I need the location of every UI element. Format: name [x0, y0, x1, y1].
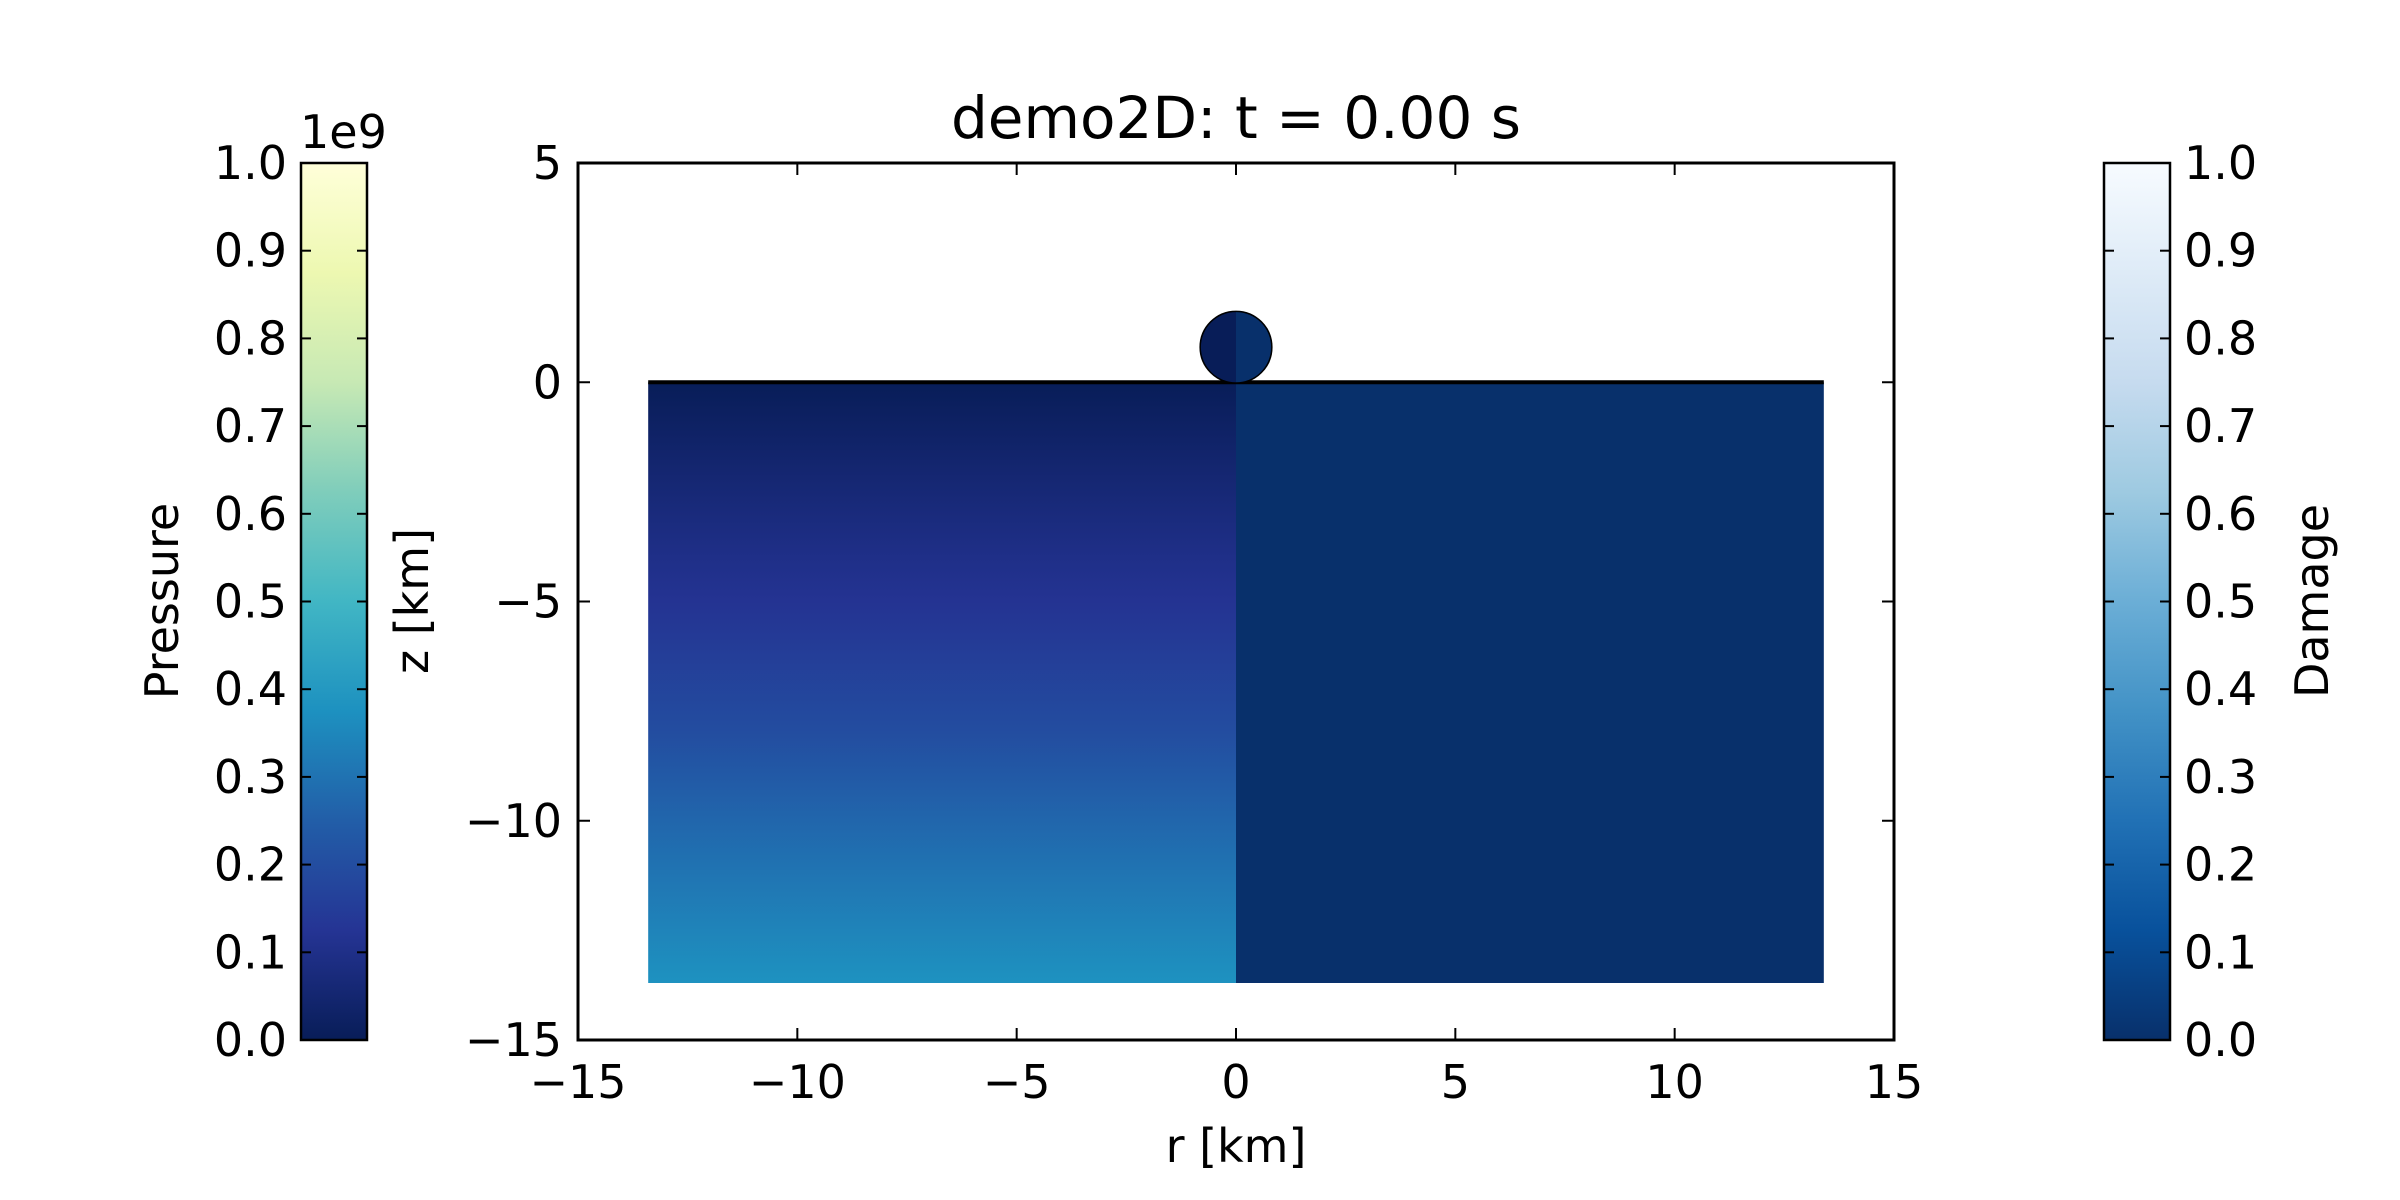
y-tick-label: −10: [465, 794, 562, 848]
pressure-colorbar-label: Pressure: [135, 503, 189, 699]
pressure-field: [648, 382, 1236, 983]
colorbar-tick-label: 0.7: [2184, 399, 2257, 453]
y-tick-label: −15: [465, 1013, 562, 1067]
colorbar-tick-label: 0.2: [214, 838, 287, 892]
colorbar-tick-label: 0.4: [214, 662, 287, 716]
damage-colorbar-gradient: [2104, 163, 2170, 1040]
colorbar-tick-label: 0.2: [2184, 838, 2257, 892]
x-axis-ticks: −15 −10 −5 0 5 10 15: [529, 163, 1923, 1109]
y-axis-ticks: −15 −10 −5 0 5: [465, 136, 1894, 1067]
colorbar-tick-label: 0.5: [2184, 575, 2257, 629]
pressure-colorbar-gradient: [301, 163, 367, 1040]
x-tick-label: 10: [1645, 1055, 1704, 1109]
y-tick-label: 5: [533, 136, 562, 190]
impactor-pressure-half: [1200, 312, 1236, 383]
x-tick-label: −5: [983, 1055, 1051, 1109]
damage-colorbar: 0.0 0.1 0.2 0.3 0.4 0.5 0.6 0.7 0.8 0.9 1.0 Damage: [2102, 136, 2339, 1067]
colorbar-tick-label: 0.7: [214, 399, 287, 453]
colorbar-tick-label: 0.9: [2184, 224, 2257, 278]
y-tick-label: 0: [533, 355, 562, 409]
x-tick-label: 15: [1865, 1055, 1924, 1109]
colorbar-tick-label: 1.0: [214, 136, 287, 190]
colorbar-tick-label: 0.4: [2184, 662, 2257, 716]
x-tick-label: −10: [749, 1055, 846, 1109]
colorbar-tick-label: 0.1: [2184, 925, 2257, 979]
colorbar-tick-label: 0.6: [2184, 487, 2257, 541]
colorbar-tick-label: 1.0: [2184, 136, 2257, 190]
x-tick-label: −15: [529, 1055, 626, 1109]
colorbar-tick-label: 0.8: [214, 311, 287, 365]
colorbar-tick-label: 0.9: [214, 224, 287, 278]
colorbar-tick-label: 0.1: [214, 925, 287, 979]
damage-colorbar-label: Damage: [2285, 504, 2339, 698]
x-tick-label: 0: [1221, 1055, 1250, 1109]
pressure-colorbar-ticks: 0.0 0.1 0.2 0.3 0.4 0.5 0.6 0.7 0.8 0.9 1.0: [214, 136, 367, 1067]
colorbar-tick-label: 0.8: [2184, 311, 2257, 365]
plot-area: [648, 310, 1824, 983]
colorbar-tick-label: 0.0: [214, 1013, 287, 1067]
damage-colorbar-ticks: 0.0 0.1 0.2 0.3 0.4 0.5 0.6 0.7 0.8 0.9 1.0: [2104, 136, 2257, 1067]
colorbar-tick-label: 0.5: [214, 575, 287, 629]
damage-field: [1236, 382, 1824, 983]
colorbar-tick-label: 0.3: [214, 750, 287, 804]
colorbar-tick-label: 0.0: [2184, 1013, 2257, 1067]
colorbar-tick-label: 0.6: [214, 487, 287, 541]
x-axis-label: r [km]: [1166, 1119, 1307, 1173]
impactor-damage-half: [1236, 312, 1272, 383]
x-tick-label: 5: [1441, 1055, 1470, 1109]
y-axis-label: z [km]: [385, 528, 439, 674]
pressure-colorbar: 0.0 0.1 0.2 0.3 0.4 0.5 0.6 0.7 0.8 0.9 1.0 1e9 Pr…: [135, 105, 387, 1067]
main-axes: −15 −10 −5 0 5 10 15 −15 −10 −5 0 5 demo2D: t = 0.…: [385, 84, 1923, 1173]
colorbar-tick-label: 0.3: [2184, 750, 2257, 804]
pressure-colorbar-offset: 1e9: [300, 105, 387, 159]
chart-title: demo2D: t = 0.00 s: [951, 84, 1521, 152]
y-tick-label: −5: [494, 575, 562, 629]
